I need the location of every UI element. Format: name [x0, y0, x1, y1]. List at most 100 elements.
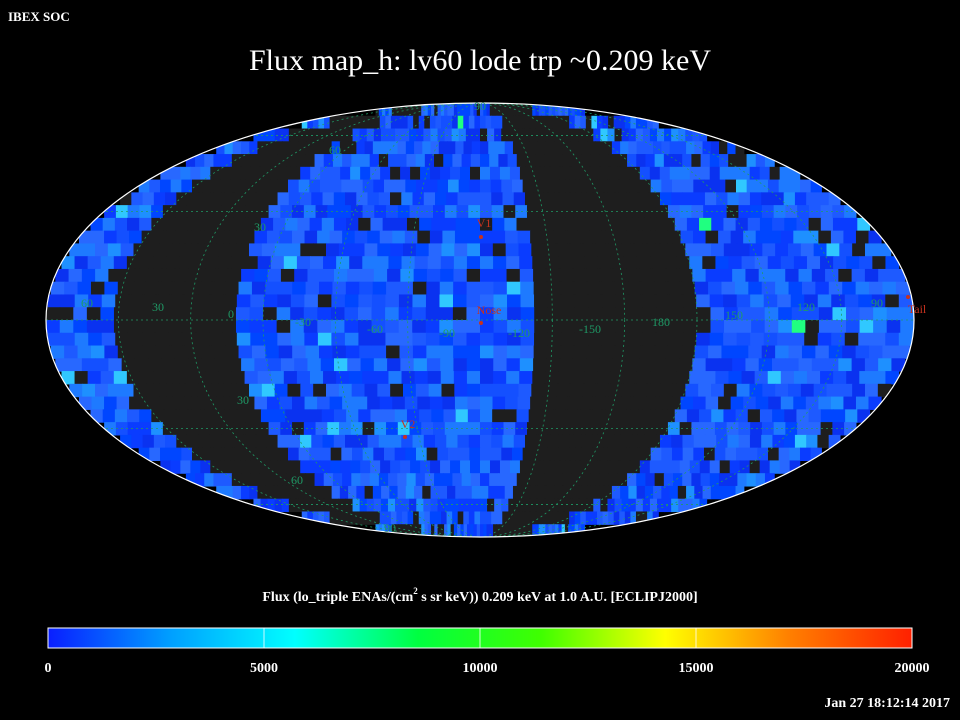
flux-cell	[607, 179, 620, 193]
flux-cell	[746, 154, 757, 168]
flux-cell	[480, 281, 495, 296]
flux-cell	[317, 230, 331, 245]
flux-cell	[443, 217, 457, 232]
flux-cell	[578, 485, 588, 500]
flux-cell	[371, 307, 386, 321]
flux-cell	[280, 166, 291, 181]
flux-cell	[842, 345, 857, 359]
flux-cell	[466, 307, 481, 321]
flux-cell	[460, 166, 471, 181]
flux-cell	[551, 524, 556, 537]
flux-cell	[419, 217, 432, 232]
flux-cell	[636, 485, 646, 500]
flux-cell	[402, 115, 409, 130]
flux-cell	[288, 447, 300, 462]
flux-cell	[679, 358, 693, 372]
flux-cell	[673, 154, 683, 168]
flux-cell	[613, 409, 627, 423]
flux-cell	[400, 166, 411, 181]
flux-cell	[544, 473, 555, 487]
flux-cell	[378, 192, 391, 206]
flux-cell	[501, 498, 509, 513]
flux-cell	[676, 256, 690, 270]
flux-cell	[238, 281, 253, 296]
flux-cell	[550, 498, 559, 513]
flux-cell	[162, 205, 176, 219]
flux-cell	[467, 243, 481, 257]
flux-cell	[470, 524, 475, 537]
flux-cell	[454, 396, 469, 410]
flux-cell	[671, 447, 684, 462]
flux-cell	[480, 154, 490, 168]
flux-cell	[844, 332, 859, 347]
flux-cell	[480, 524, 484, 537]
flux-cell	[509, 166, 521, 181]
flux-cell	[409, 205, 422, 219]
flux-cell	[466, 524, 471, 537]
flux-cell	[232, 434, 245, 449]
flux-cell	[400, 460, 411, 474]
flux-cell	[718, 154, 729, 168]
flux-cell	[682, 332, 697, 347]
flux-cell	[95, 243, 109, 257]
flux-cell	[855, 396, 870, 410]
flux-cell	[104, 396, 118, 410]
flux-cell	[370, 166, 381, 181]
flux-cell	[693, 447, 705, 462]
flux-cell	[380, 166, 391, 181]
flux-cell	[378, 103, 383, 117]
flux-cell	[702, 371, 717, 385]
flux-cell	[265, 141, 275, 155]
flux-cell	[259, 154, 270, 168]
flux-cell	[87, 256, 102, 270]
flux-cell	[181, 179, 193, 193]
flux-cell	[273, 409, 286, 423]
flux-cell	[414, 256, 429, 270]
flux-cell	[775, 281, 790, 296]
flux-cell	[572, 128, 580, 142]
flux-cell	[300, 243, 314, 257]
flux-cell	[290, 460, 301, 474]
flux-cell	[529, 128, 538, 142]
flux-cell	[389, 141, 399, 155]
flux-cell	[367, 396, 381, 410]
flux-cell	[90, 345, 105, 359]
flux-cell	[249, 485, 259, 500]
flux-cell	[611, 141, 621, 155]
flux-cell	[390, 115, 398, 130]
flux-cell	[410, 166, 421, 181]
flux-cell	[588, 332, 603, 347]
marker-label: Nose	[477, 303, 502, 317]
flux-cell	[573, 205, 587, 219]
flux-cell	[737, 473, 748, 487]
flux-cell	[74, 294, 89, 308]
flux-cell	[655, 396, 669, 410]
flux-cell	[341, 447, 353, 462]
flux-cell	[721, 345, 736, 359]
flux-cell	[775, 345, 790, 359]
flux-cell	[636, 473, 647, 487]
flux-cell	[572, 498, 580, 513]
flux-cell	[439, 345, 454, 359]
flux-cell	[674, 217, 688, 232]
flux-cell	[190, 166, 201, 181]
flux-cell	[454, 383, 468, 398]
flux-cell	[205, 371, 220, 385]
flux-cell	[565, 447, 577, 462]
flux-cell	[826, 243, 840, 257]
flux-cell	[303, 320, 318, 334]
flux-cell	[650, 371, 664, 385]
flux-cell	[859, 320, 874, 334]
flux-cell	[169, 332, 184, 347]
flux-cell	[441, 383, 455, 398]
flux-cell	[296, 473, 306, 487]
flux-cell	[131, 345, 146, 359]
flux-cell	[391, 524, 396, 537]
flux-cell	[542, 396, 556, 410]
flux-cell	[605, 396, 619, 410]
flux-cell	[142, 434, 155, 449]
flux-cell	[104, 345, 119, 359]
flux-cell	[699, 217, 712, 232]
flux-cell	[639, 166, 651, 181]
flux-cell	[470, 154, 481, 168]
